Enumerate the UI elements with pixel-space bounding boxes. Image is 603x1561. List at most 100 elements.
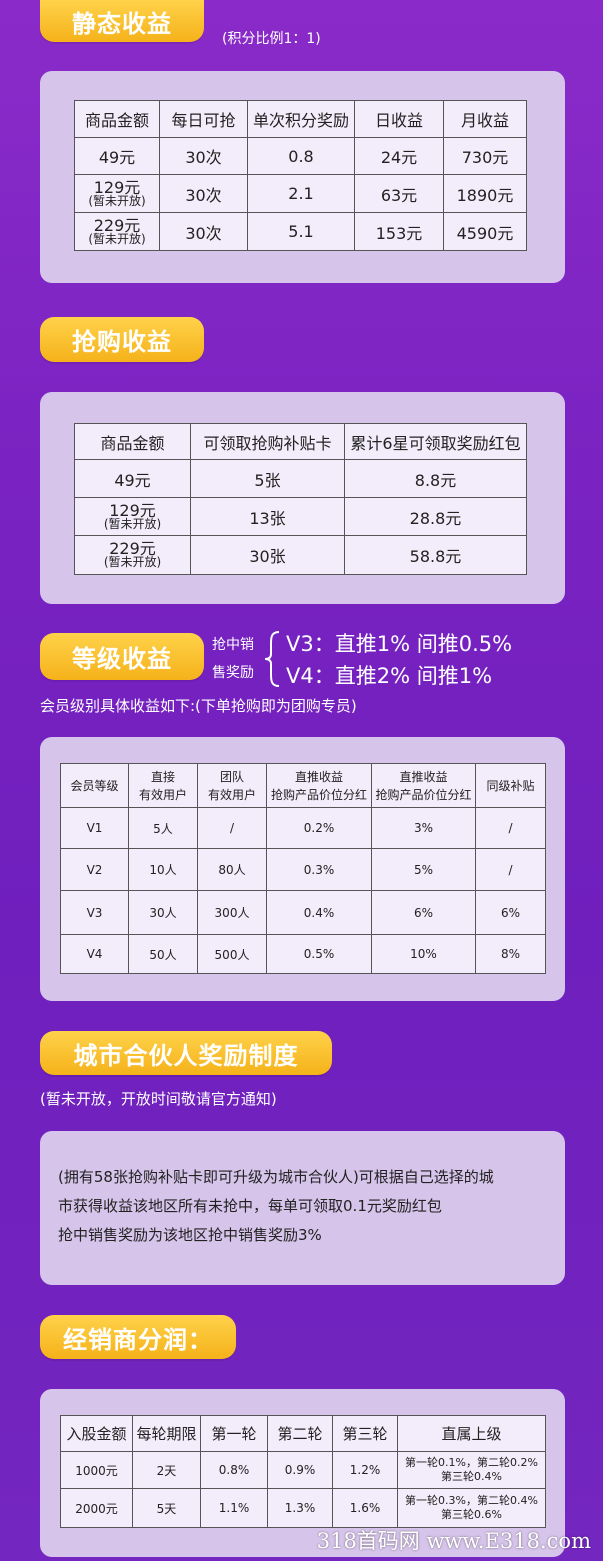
bonus-cell: 8.8元 [344,459,527,498]
daily-cell: 30次 [159,137,248,175]
level-cell: V4 [60,934,129,974]
team-cell: 300人 [197,890,267,935]
period-cell: 5天 [132,1488,201,1528]
city-note: (暂未开放，开放时间敬请官方通知) [40,1090,277,1108]
round2-cell: 1.3% [267,1488,333,1528]
amount-cell: 49元 [74,459,191,498]
section-title-static: 静态收益 [40,0,204,42]
subsidy-cell: / [475,848,546,891]
round3-cell: 1.2% [332,1451,398,1489]
month-cell: 730元 [443,137,527,175]
direct-cell: 30人 [128,890,198,935]
daily-cell: 30次 [159,212,248,251]
section-title-rush: 抢购收益 [40,317,204,362]
header-cell: 直接 有效用户 [128,763,198,808]
level-v4-line: V4：直推2% 间推1% [286,664,493,688]
header-cell: 每轮期限 [132,1415,201,1452]
day-cell: 63元 [354,174,444,213]
bonus-cell: 28.8元 [344,497,527,536]
header-cell: 月收益 [443,100,527,138]
amount-cell: 49元 [74,137,160,175]
bonus-cell: 58.8元 [344,535,527,575]
section-title-dealer: 经销商分润： [40,1315,236,1359]
header-cell: 第二轮 [267,1415,333,1452]
amount-cell: 1000元 [60,1451,133,1489]
dividend-cell: 0.3% [266,848,372,891]
table-row: 229元 (暂未开放) 30次 5.1 153元 4590元 [74,212,527,251]
header-cell: 团队 有效用户 [197,763,267,808]
header-cell: 单次积分奖励 [247,100,355,138]
cards-cell: 5张 [190,459,345,498]
header-cell: 每日可抢 [159,100,248,138]
table-row: 2000元 5天 1.1% 1.3% 1.6% 第一轮0.3%，第二轮0.4% 第… [60,1488,546,1528]
direct-cell: 50人 [128,934,198,974]
cards-cell: 13张 [190,497,345,536]
month-cell: 1890元 [443,174,527,213]
upline-cell: 第一轮0.3%，第二轮0.4% 第三轮0.6% [397,1488,546,1528]
city-line-1: (拥有58张抢购补贴卡即可升级为城市合伙人)可根据自己选择的城 [58,1168,494,1186]
dividend-cell: 0.5% [266,934,372,974]
amount-cell: 2000元 [60,1488,133,1528]
team-cell: / [197,807,267,849]
static-ratio-note: (积分比例1：1) [222,31,321,47]
header-cell: 商品金额 [74,423,191,460]
upline-cell: 第一轮0.1%，第二轮0.2% 第三轮0.4% [397,1451,546,1489]
header-cell: 会员等级 [60,763,129,808]
round1-cell: 0.8% [200,1451,268,1489]
reward-cell: 0.8 [247,137,355,175]
amount-cell: 129元 (暂未开放) [74,174,160,213]
city-line-3: 抢中销售奖励为该地区抢中销售奖励3% [58,1226,322,1244]
reward-cell: 2.1 [247,174,355,213]
table-row: 129元 (暂未开放) 30次 2.1 63元 1890元 [74,174,527,213]
round3-cell: 1.6% [332,1488,398,1528]
table-row: 49元 30次 0.8 24元 730元 [74,137,527,175]
dealer-share-table: 入股金额 每轮期限 第一轮 第二轮 第三轮 直属上级 1000元 2天 0.8%… [60,1415,546,1528]
member-level-table: 会员等级 直接 有效用户 团队 有效用户 直推收益 抢购产品价位分红 直推收益 抢购产品… [60,763,546,974]
table-row: 49元 5张 8.8元 [74,459,527,498]
day-cell: 24元 [354,137,444,175]
header-cell: 累计6星可领取奖励红包 [344,423,527,460]
brace-icon [264,631,280,687]
level-note: 会员级别具体收益如下:(下单抢购即为团购专员) [40,697,357,715]
header-cell: 直推收益 抢购产品价位分红 [266,763,372,808]
section-title-city: 城市合伙人奖励制度 [40,1031,332,1075]
header-cell: 同级补贴 [475,763,546,808]
section-title-level: 等级收益 [40,633,204,680]
level-tag-line2: 售奖励 [212,665,254,681]
header-cell: 直推收益 抢购产品价位分红 [371,763,476,808]
table-row: V2 10人 80人 0.3% 5% / [60,848,546,891]
table-row: V1 5人 / 0.2% 3% / [60,807,546,849]
header-cell: 入股金额 [60,1415,133,1452]
dividend-cell: 10% [371,934,476,974]
dividend-cell: 0.2% [266,807,372,849]
header-cell: 商品金额 [74,100,160,138]
dividend-cell: 6% [371,890,476,935]
table-row: V3 30人 300人 0.4% 6% 6% [60,890,546,935]
cards-cell: 30张 [190,535,345,575]
static-income-table: 商品金额 每日可抢 单次积分奖励 日收益 月收益 49元 30次 0.8 24元… [74,100,527,251]
subsidy-cell: 8% [475,934,546,974]
amount-cell: 229元 (暂未开放) [74,535,191,575]
table-row: 1000元 2天 0.8% 0.9% 1.2% 第一轮0.1%，第二轮0.2% 第… [60,1451,546,1489]
header-cell: 直属上级 [397,1415,546,1452]
daily-cell: 30次 [159,174,248,213]
period-cell: 2天 [132,1451,201,1489]
dividend-cell: 5% [371,848,476,891]
table-row: V4 50人 500人 0.5% 10% 8% [60,934,546,974]
day-cell: 153元 [354,212,444,251]
round1-cell: 1.1% [200,1488,268,1528]
month-cell: 4590元 [443,212,527,251]
amount-cell: 229元 (暂未开放) [74,212,160,251]
team-cell: 500人 [197,934,267,974]
level-tag-line1: 抢中销 [212,637,254,653]
round2-cell: 0.9% [267,1451,333,1489]
direct-cell: 5人 [128,807,198,849]
direct-cell: 10人 [128,848,198,891]
site-watermark: 318首码网 www.E318.com [316,1529,591,1553]
header-cell: 第三轮 [332,1415,398,1452]
amount-cell: 129元 (暂未开放) [74,497,191,536]
level-cell: V2 [60,848,129,891]
table-row: 229元 (暂未开放) 30张 58.8元 [74,535,527,575]
level-v3-line: V3：直推1% 间推0.5% [286,632,513,656]
header-cell: 第一轮 [200,1415,268,1452]
